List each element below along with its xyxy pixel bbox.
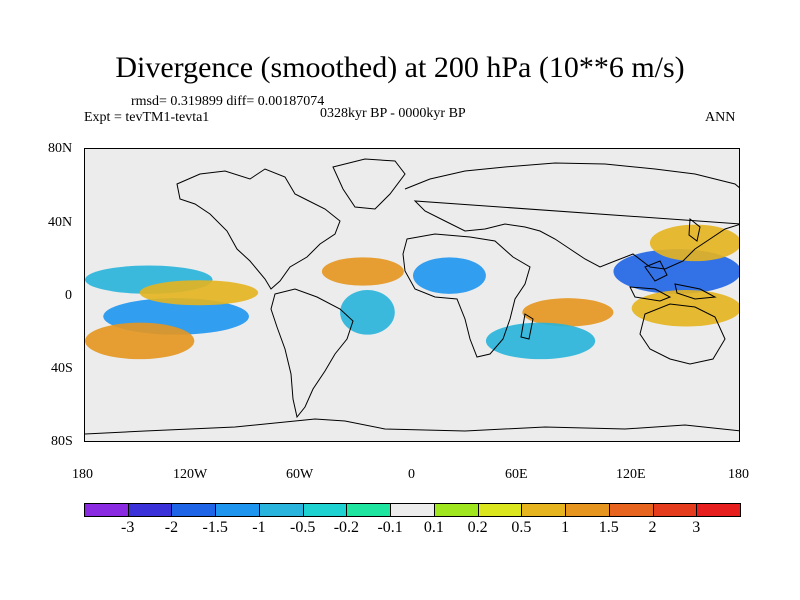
x-tick-120w: 120W [173,467,208,482]
colorbar-swatch [477,503,523,517]
colorbar-swatch [390,503,435,517]
coast-japan [688,218,701,242]
stats-label: rmsd= 0.319899 diff= 0.00187074 [131,94,325,109]
coast-south-america [270,288,354,419]
map-title: Divergence (smoothed) at 200 hPa (10**6 … [115,51,685,84]
coast-australia [639,303,726,365]
map-plot-area [84,148,740,442]
y-tick-40s: 40S [51,361,73,376]
coast-africa [402,233,531,358]
colorbar-label: 3 [692,519,701,536]
season-label: ANN [705,110,736,125]
colorbar-label: -0.1 [377,519,403,536]
y-tick-0: 0 [65,288,72,303]
colorbar-label: 0.5 [511,519,532,536]
field-region-indian-ocean-negative [485,322,596,360]
colorbar-label: 1.5 [598,519,619,536]
colorbar-swatch [521,503,567,517]
colorbar-label: -2 [164,519,179,536]
period-label: 0328kyr BP - 0000kyr BP [320,106,466,121]
colorbar-swatch [84,503,129,517]
field-region-africa-negative [413,257,486,294]
y-tick-40n: 40N [48,215,73,230]
colorbar-swatch [127,503,173,517]
field-region-north-pacific-positive [649,224,739,262]
x-tick-180e: 180 [728,467,749,482]
field-region-west-pacific-positive [631,290,739,327]
divergence-field [85,224,739,360]
experiment-label: Expt = tevTM1-tevta1 [84,110,210,125]
coastlines [85,158,739,435]
colorbar-label: 0.1 [423,519,444,536]
colorbar-label: -1.5 [202,519,228,536]
colorbar-swatch [215,503,260,517]
x-tick-180w: 180 [72,467,93,482]
divergence-map [85,158,739,435]
field-region-south-pacific-positive [85,322,195,360]
y-tick-80n: 80N [48,141,73,156]
coast-indonesia [629,260,717,302]
colorbar-swatch [433,503,479,517]
colorbar-label: -0.5 [289,519,316,536]
colorbar-label: -0.2 [333,519,360,536]
coast-antarctica [85,418,739,435]
colorbar-swatch [565,503,610,517]
coast-eurasia [404,162,739,270]
coast-greenland [332,158,406,210]
colorbar-swatch [608,503,654,517]
colorbar-swatch [302,503,348,517]
x-tick-60w: 60W [286,467,314,482]
colorbar-swatch [346,503,392,517]
field-region-indian-ocean-positive [522,298,614,327]
colorbar-label: 2 [648,519,657,536]
colorbar-swatch [696,503,741,517]
field-region-atlantic-negative [340,290,395,335]
colorbar-swatch [258,503,304,517]
field-region-eastern-pacific-positive [139,280,259,306]
coast-north-america [176,168,341,290]
colorbar-label: 0.2 [467,519,488,536]
x-tick-0: 0 [408,467,415,482]
colorbar-swatch [171,503,217,517]
colorbar [84,503,741,517]
coast-madagascar [520,313,534,340]
colorbar-swatch [652,503,698,517]
colorbar-label: 1 [561,519,570,536]
colorbar-label: -1 [252,519,266,536]
x-tick-60e: 60E [505,467,528,482]
y-tick-80s: 80S [51,434,73,449]
colorbar-label: -3 [121,519,135,536]
field-region-atlantic-positive-band [321,257,404,286]
x-tick-120e: 120E [616,467,646,482]
